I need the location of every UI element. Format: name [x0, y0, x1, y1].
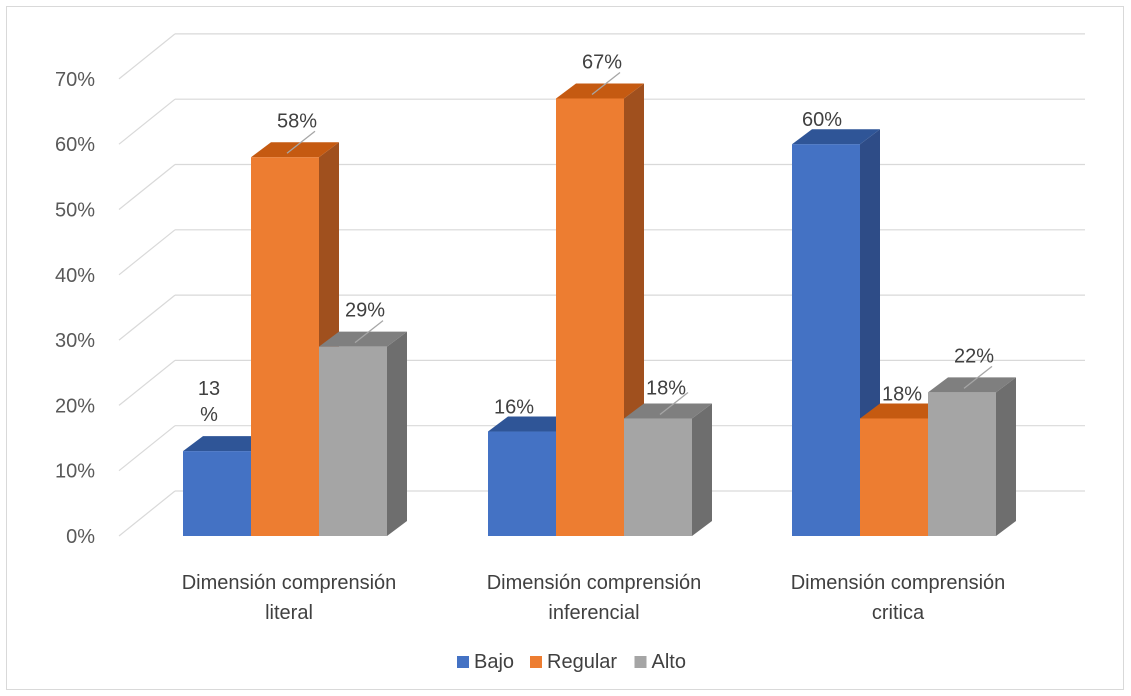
leader-line [286, 130, 316, 154]
category-label: inferencial [548, 602, 639, 624]
bar-top-alto [319, 331, 407, 347]
gridline-diagonal [118, 229, 176, 276]
bar-top-regular [860, 403, 948, 419]
bar-top-regular [556, 83, 644, 99]
leader-line [963, 365, 993, 389]
bar-alto [624, 418, 692, 536]
legend-swatch-bajo [457, 656, 469, 668]
category-label: Dimensión comprensión [791, 572, 1006, 594]
bar-regular [556, 98, 624, 537]
bar-top-bajo [183, 436, 271, 452]
bar-side-alto [387, 331, 407, 536]
bar-chart-3d: 0% 10% 20% 30% 40% 50% 60% 70% 13% 58% 29% Dimensió… [55, 33, 1085, 673]
data-label-alto: 18% [646, 377, 686, 399]
data-label-regular: 67% [582, 51, 622, 73]
data-label-regular: 18% [882, 383, 922, 405]
leader-line [354, 320, 384, 344]
data-label-regular: 58% [277, 110, 317, 132]
bar-top-alto [928, 377, 1016, 393]
y-tick-label: 0% [66, 526, 95, 548]
bar-top-regular [251, 142, 339, 158]
bar-regular [251, 157, 319, 536]
y-tick-label: 70% [55, 69, 95, 91]
gridline-diagonal [118, 425, 176, 472]
data-label-bajo: % [200, 404, 218, 426]
legend-swatch-regular [530, 656, 542, 668]
data-label-alto: 22% [954, 345, 994, 367]
gridline-diagonal [118, 490, 176, 537]
data-label-alto: 29% [345, 300, 385, 322]
category-label: Dimensión comprensión [487, 572, 702, 594]
gridline-diagonal [118, 33, 176, 80]
legend-label-alto: Alto [652, 651, 686, 673]
legend-label-bajo: Bajo [474, 651, 514, 673]
gridline-diagonal [118, 98, 176, 145]
y-tick-label: 60% [55, 134, 95, 156]
bar-top-alto [624, 403, 712, 419]
category-label: literal [265, 602, 313, 624]
bar-side-alto [692, 403, 712, 536]
y-tick-label: 50% [55, 200, 95, 222]
y-tick-label: 30% [55, 330, 95, 352]
chart-area: 0% 10% 20% 30% 40% 50% 60% 70% 13% 58% 29% Dimensió… [6, 6, 1124, 690]
legend-label-regular: Regular [547, 651, 617, 673]
data-label-bajo: 60% [802, 109, 842, 131]
bar-regular [860, 418, 928, 536]
bar-alto [928, 392, 996, 536]
data-label-bajo: 16% [494, 397, 534, 419]
bar-top-bajo [792, 129, 880, 145]
data-label-bajo: 13 [198, 378, 220, 400]
gridline-diagonal [118, 164, 176, 210]
y-tick-label: 20% [55, 395, 95, 417]
category-label: critica [872, 602, 925, 624]
gridline-diagonal [118, 359, 176, 406]
gridline-diagonal [118, 294, 176, 341]
y-tick-label: 10% [55, 461, 95, 483]
bar-side-alto [996, 377, 1016, 536]
legend-swatch-alto [634, 656, 647, 668]
bar-bajo [792, 144, 860, 536]
y-tick-label: 40% [55, 265, 95, 287]
bar-top-bajo [488, 416, 576, 432]
bar-bajo [183, 451, 251, 536]
leader-line [659, 391, 689, 415]
bar-alto [319, 346, 387, 536]
leader-line [591, 71, 621, 96]
bar-bajo [488, 431, 556, 536]
category-label: Dimensión comprensión [182, 572, 397, 594]
